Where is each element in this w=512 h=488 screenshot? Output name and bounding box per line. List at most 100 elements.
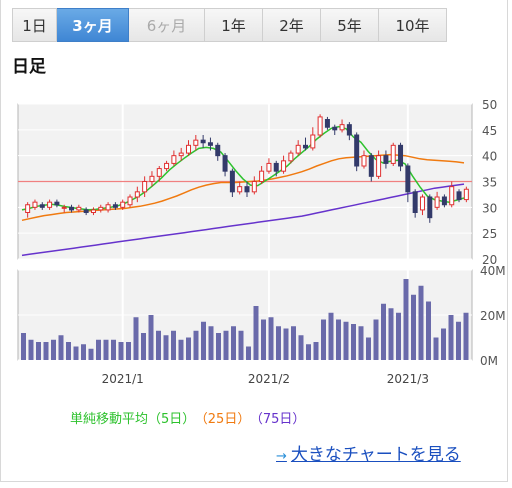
candle-body: [273, 162, 279, 172]
volume-bar: [66, 342, 71, 360]
volume-bar: [441, 328, 446, 360]
candle-body: [463, 188, 469, 201]
volume-bar: [298, 335, 304, 360]
volume-bar: [291, 326, 296, 360]
volume-bar: [253, 306, 259, 360]
candle-body: [186, 144, 192, 154]
candle-body: [368, 155, 374, 177]
volume-bar: [178, 339, 184, 360]
volume-bar: [246, 346, 251, 360]
volume-bar: [351, 324, 356, 360]
candle-body: [98, 206, 104, 211]
candle-body: [215, 144, 221, 157]
volume-bar: [238, 330, 244, 360]
volume-bar: [156, 330, 161, 360]
ma5-line: [21, 125, 465, 211]
tab-2year[interactable]: 2年: [263, 8, 321, 42]
volume-bar: [433, 337, 439, 360]
candle-body: [112, 204, 118, 208]
volume-bar: [411, 294, 416, 360]
chart-panel: [0, 0, 508, 482]
volume-bar: [88, 348, 94, 360]
candle-body: [332, 126, 338, 131]
volume-bar: [208, 326, 214, 360]
x-tick-label: 2021/1: [102, 372, 144, 386]
section-title: 日足: [12, 57, 46, 77]
volume-bar: [388, 308, 394, 360]
candle-body: [376, 155, 382, 177]
volume-bar: [456, 321, 461, 360]
candle-body: [427, 196, 433, 219]
candle-body: [200, 139, 206, 144]
candle-body: [251, 181, 257, 193]
candle-body: [47, 201, 53, 208]
price-tick-label: 40: [482, 150, 497, 164]
volume-bar: [51, 339, 56, 360]
candle-body: [120, 201, 126, 208]
volume-bar: [133, 317, 139, 360]
candle-body: [412, 191, 418, 213]
tab-6month[interactable]: 6ヶ月: [129, 8, 205, 42]
candle-body: [434, 196, 440, 208]
volume-bar: [381, 303, 386, 360]
tab-5year[interactable]: 5年: [321, 8, 379, 42]
candle-body: [302, 144, 308, 149]
volume-bar: [81, 344, 86, 360]
candle-body: [346, 124, 352, 136]
volume-bar: [118, 342, 124, 360]
volume-bar: [216, 333, 221, 360]
volume-bar: [403, 279, 409, 360]
candle-body: [281, 160, 287, 172]
volume-bar: [193, 330, 199, 360]
price-tick-label: 50: [482, 98, 497, 112]
candle-body: [69, 206, 75, 211]
volume-bar: [223, 330, 229, 360]
candle-body: [259, 170, 265, 183]
tab-1year[interactable]: 1年: [205, 8, 263, 42]
arrow-right-icon: →: [276, 449, 287, 464]
tab-3month[interactable]: 3ヶ月: [57, 8, 129, 42]
candle-body: [310, 134, 316, 149]
volume-bar: [126, 342, 131, 360]
candle-body: [178, 152, 184, 157]
candle-body: [383, 155, 389, 164]
legend-ma5: 単純移動平均（5日）: [70, 412, 196, 427]
volume-bar: [28, 339, 34, 360]
candle-body: [456, 191, 462, 201]
volume-tick-label: 40M: [480, 264, 506, 278]
ma75-line: [21, 183, 465, 257]
volume-bar: [448, 315, 454, 360]
price-tick-label: 45: [482, 124, 497, 138]
candle-body: [127, 196, 133, 206]
price-tick-label: 30: [482, 201, 497, 215]
volume-bar: [163, 335, 169, 360]
volume-bar: [58, 335, 64, 360]
volume-bar: [313, 342, 319, 360]
volume-tick-label: 0M: [480, 354, 498, 368]
volume-bar: [426, 301, 431, 360]
volume-bar: [268, 317, 274, 360]
candle-body: [361, 155, 367, 167]
candle-body: [244, 186, 250, 193]
volume-bar: [366, 337, 371, 360]
legend-ma75: （75日）: [256, 412, 306, 427]
tab-10year[interactable]: 10年: [379, 8, 447, 42]
candle-body: [76, 206, 82, 211]
candle-body: [207, 142, 213, 146]
large-chart-link[interactable]: → 大きなチャートを見る: [276, 440, 461, 465]
tab-1day[interactable]: 1日: [12, 8, 57, 42]
candle-body: [419, 196, 425, 211]
candle-body: [449, 186, 455, 206]
price-tick-label: 35: [482, 176, 497, 190]
volume-bar: [373, 319, 379, 360]
candle-body: [354, 134, 360, 167]
candle-body: [288, 152, 294, 162]
volume-bar: [328, 312, 334, 360]
candle-body: [317, 116, 323, 136]
volume-tick-label: 20M: [480, 309, 506, 323]
volume-bar: [186, 337, 191, 360]
volume-bar: [261, 319, 266, 360]
candle-body: [237, 186, 243, 193]
volume-bar: [111, 339, 116, 360]
volume-bar: [276, 326, 281, 360]
